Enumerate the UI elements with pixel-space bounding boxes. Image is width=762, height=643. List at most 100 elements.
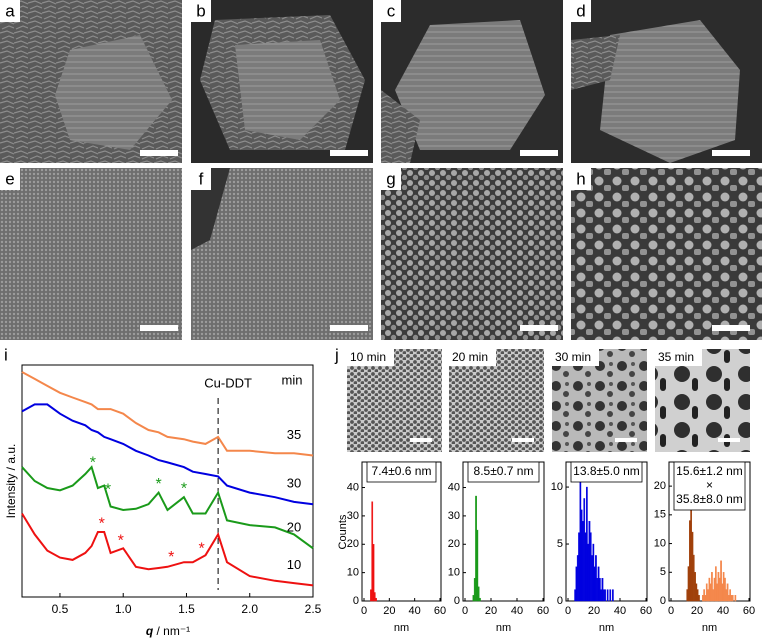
y-tick-label: 20 xyxy=(654,480,666,492)
sem-image xyxy=(0,0,182,163)
tem-label: 10 min xyxy=(350,350,386,364)
label-box xyxy=(381,0,401,22)
x-tick-label: 20 xyxy=(588,605,600,617)
sem-image xyxy=(0,168,182,340)
curve xyxy=(21,403,314,506)
annotation-box xyxy=(467,461,540,483)
tem-image xyxy=(449,349,544,452)
label-box xyxy=(191,0,211,22)
curve xyxy=(21,371,314,457)
y-tick-label: 10 xyxy=(347,567,359,579)
y-tick-label: 0 xyxy=(660,595,666,607)
tem-label: 30 min xyxy=(555,350,591,364)
label-box xyxy=(347,349,394,366)
x-tick-label: 20 xyxy=(383,605,395,617)
y-tick-label: 15 xyxy=(654,509,666,521)
y-tick-label: 40 xyxy=(448,481,460,493)
x-tick-label: 1.0 xyxy=(115,602,132,616)
annotation: 7.4±0.6 nm xyxy=(372,464,432,478)
histogram-bar xyxy=(720,560,722,602)
y-tick-label: 0 xyxy=(454,595,460,607)
y-tick-label: 5 xyxy=(660,566,666,578)
label-box xyxy=(0,0,20,22)
x-axis-label: nm xyxy=(394,622,409,634)
x-tick-label: 40 xyxy=(511,605,523,617)
annotation: × xyxy=(706,478,713,492)
panel-label: i xyxy=(4,345,8,364)
panel-label: h xyxy=(576,169,585,188)
x-axis-label: q / nm⁻¹ xyxy=(146,624,190,638)
histogram-bar xyxy=(477,586,480,602)
y-tick-label: 5 xyxy=(557,538,563,550)
annotation: 13.8±5.0 nm xyxy=(573,464,640,478)
histogram-bar xyxy=(609,589,612,602)
tem-image xyxy=(552,349,647,452)
x-tick-label: 1.5 xyxy=(178,602,195,616)
histogram-bar xyxy=(476,529,479,602)
label-box xyxy=(552,349,599,366)
x-tick-label: 20 xyxy=(485,605,497,617)
sem-image xyxy=(191,168,373,340)
histogram-bar xyxy=(726,583,729,602)
x-tick-label: 40 xyxy=(614,605,626,617)
annotation: 35.8±8.0 nm xyxy=(676,492,743,506)
x-axis-label: nm xyxy=(599,622,614,634)
y-tick-label: 30 xyxy=(347,510,359,522)
x-tick-label: 40 xyxy=(409,605,421,617)
y-axis-label: Counts xyxy=(337,514,349,549)
tem-image xyxy=(347,349,442,452)
histogram-bar xyxy=(479,597,481,602)
peak-marker: * xyxy=(105,481,111,498)
x-tick-label: 60 xyxy=(434,605,446,617)
peak-marker: * xyxy=(181,480,187,497)
peak-marker: * xyxy=(118,532,124,549)
sem-image xyxy=(381,168,563,340)
x-tick-label: 0 xyxy=(668,605,674,617)
peak-marker: * xyxy=(156,476,162,493)
sem-image xyxy=(381,0,563,163)
curve xyxy=(21,465,314,550)
x-tick-label: 60 xyxy=(640,605,652,617)
y-tick-label: 10 xyxy=(654,537,666,549)
x-tick-label: 60 xyxy=(743,605,755,617)
x-tick-label: 2.5 xyxy=(305,602,322,616)
y-tick-label: 0 xyxy=(557,595,563,607)
panel-label: a xyxy=(5,1,15,20)
annotation-box xyxy=(673,461,746,511)
histogram-bar xyxy=(375,597,377,602)
label-box xyxy=(381,168,401,190)
peak-marker: * xyxy=(199,541,205,558)
histogram-bar xyxy=(698,595,700,602)
x-tick-label: 2.0 xyxy=(241,602,258,616)
x-tick-label: 60 xyxy=(537,605,549,617)
panel-label: c xyxy=(387,1,396,20)
sem-image xyxy=(191,0,373,163)
panel-label: b xyxy=(196,1,205,20)
x-tick-label: 0 xyxy=(462,605,468,617)
histogram-bar xyxy=(731,595,734,602)
label-box xyxy=(191,168,211,190)
x-axis-symbol: q xyxy=(146,624,154,638)
peak-marker: * xyxy=(99,515,105,532)
annotation: 8.5±0.7 nm xyxy=(474,464,534,478)
x-axis-unit: / nm⁻¹ xyxy=(153,624,190,638)
label-box xyxy=(571,168,591,190)
curve-label: 30 xyxy=(287,476,301,491)
panel-label: j xyxy=(334,345,339,364)
x-axis-label: nm xyxy=(496,622,511,634)
x-tick-label: 20 xyxy=(691,605,703,617)
tem-label: 20 min xyxy=(452,350,488,364)
histogram-bar xyxy=(612,589,614,602)
annotation-box xyxy=(366,461,437,483)
histogram-bar xyxy=(734,595,737,602)
histogram-bar xyxy=(606,589,609,602)
y-tick-label: 30 xyxy=(448,510,460,522)
y-tick-label: 20 xyxy=(448,538,460,550)
y-tick-label: 0 xyxy=(353,595,359,607)
panel-label: f xyxy=(199,169,204,188)
y-tick-label: 20 xyxy=(347,538,359,550)
histogram-bar xyxy=(373,592,376,602)
peak-marker: * xyxy=(90,454,96,471)
histogram-bar xyxy=(711,572,713,602)
